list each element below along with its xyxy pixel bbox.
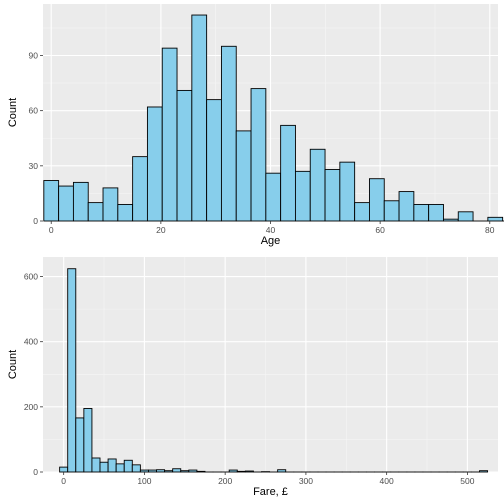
age-y-axis-title: Count [7,98,19,127]
fare-y-tick-label: 0 [33,467,38,477]
age-bar [457,211,474,222]
fare-y-ticks: 0 200 400 600 [24,272,43,477]
age-bar [43,180,60,222]
fare-x-ticks: 0 100 200 300 400 500 [61,472,475,486]
fare-bar [83,408,93,473]
age-bar [146,106,163,222]
fare-x-tick-label: 200 [218,476,232,486]
fare-bar [131,464,141,473]
age-bar [398,191,415,222]
fare-x-tick-label: 400 [380,476,394,486]
age-bar [368,178,385,222]
age-x-axis-title: Age [261,235,281,247]
fare-bar [172,468,182,473]
fare-bar [59,466,69,473]
age-bar [250,88,267,222]
age-bar [339,161,356,222]
fare-bar [479,470,489,473]
age-bar [280,124,296,222]
age-bar [72,181,89,222]
age-bar [102,187,119,222]
age-bar [161,47,178,222]
age-bar [354,202,370,222]
age-bar [206,99,222,222]
age-bar [294,170,311,222]
fare-x-tick-label: 0 [61,476,66,486]
fare-bar [188,469,198,473]
age-bar [309,148,326,222]
age-y-ticks: 0 30 60 90 [29,50,43,226]
age-bar [443,218,459,222]
fare-histogram: 0 200 400 600 0 100 200 300 400 500 Fare, £ Coun… [7,257,498,498]
fare-bar [115,463,125,473]
age-bar [87,202,104,222]
age-x-tick-label: 0 [49,225,54,235]
fare-x-axis-title: Fare, £ [253,486,288,498]
age-y-tick-label: 60 [29,106,39,116]
age-x-ticks: 0 20 40 60 80 [49,221,495,235]
fare-bar [180,470,190,473]
fare-bar [139,469,149,473]
age-x-tick-label: 40 [266,225,276,235]
age-bar [117,203,134,222]
age-bar [58,185,74,222]
age-x-tick-label: 20 [156,225,166,235]
age-x-tick-label: 80 [485,225,495,235]
fare-bar [228,469,238,473]
fare-bar [91,457,101,473]
fare-bars [59,268,489,473]
age-bar [265,172,282,222]
age-y-tick-label: 0 [33,216,38,226]
age-bar [413,203,430,222]
fare-bar [196,470,206,473]
fare-bar [99,461,109,473]
age-bar [428,203,444,222]
fare-bar [156,469,166,473]
fare-x-tick-label: 500 [460,476,474,486]
fare-bar [236,470,246,473]
fare-bar [123,459,133,473]
age-y-tick-label: 90 [29,50,39,60]
fare-bar [164,470,174,473]
fare-bar [244,470,254,473]
fare-gridlines [43,257,498,473]
age-x-tick-label: 60 [375,225,385,235]
fare-bar [277,469,287,473]
age-bar [191,14,208,222]
fare-y-tick-label: 400 [24,337,38,347]
age-bar [235,130,252,222]
fare-bar [148,469,157,473]
age-bar [220,45,237,222]
age-bar [132,156,148,222]
age-bar [324,169,341,222]
age-bar [176,89,193,222]
fare-y-tick-label: 200 [24,402,38,412]
age-y-tick-label: 30 [29,161,39,171]
fare-plot-panel [43,257,498,472]
fare-bar [75,417,85,473]
fare-y-tick-label: 600 [24,272,38,282]
fare-x-tick-label: 100 [137,476,151,486]
fare-x-tick-label: 300 [299,476,313,486]
age-histogram: 0 30 60 90 0 20 40 60 80 Age Count [7,4,504,247]
age-bar [487,216,504,222]
fare-y-axis-title: Count [7,350,19,379]
fare-bar [107,458,117,473]
age-bar [383,200,400,222]
fare-bar [67,268,77,473]
